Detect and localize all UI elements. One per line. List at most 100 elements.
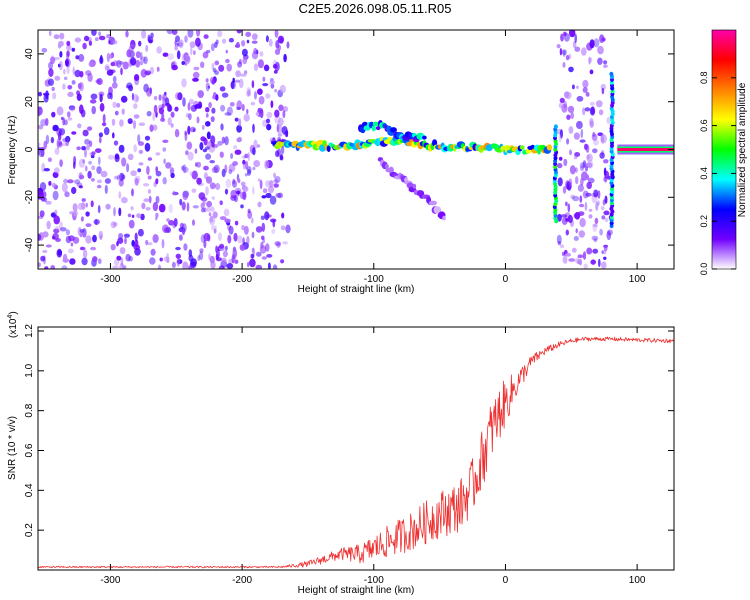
heatmap-cell [88, 140, 93, 147]
heatmap-cell [274, 109, 280, 118]
heatmap-cell [556, 162, 563, 169]
heatmap-cell [194, 148, 198, 154]
heatmap-cell [184, 131, 188, 142]
heatmap-cell [113, 140, 119, 146]
heatmap-cell [252, 147, 256, 156]
heatmap-cell [270, 83, 275, 89]
heatmap-cell [254, 91, 257, 100]
heatmap-cell [519, 145, 525, 150]
heatmap-cell [433, 206, 442, 214]
heatmap-cell [222, 250, 228, 258]
heatmap-cell [53, 56, 61, 61]
heatmap-cell [271, 228, 276, 235]
heatmap-cell [130, 57, 137, 66]
heatmap-cell [563, 101, 568, 109]
heatmap-cell [284, 130, 288, 137]
heatmap-cell [217, 30, 223, 38]
heatmap-cell [253, 139, 258, 150]
heatmap-cell [246, 109, 249, 114]
heatmap-cell [242, 190, 247, 201]
heatmap-cell [190, 258, 198, 267]
heatmap-cell [229, 102, 235, 107]
heatmap-cell [149, 124, 154, 132]
heatmap-cell [569, 165, 576, 175]
heatmap-cell [247, 208, 251, 214]
heatmap-cell [116, 255, 122, 261]
heatmap-cell [175, 35, 180, 43]
heatmap-cell [148, 36, 154, 44]
heatmap-cell [225, 58, 230, 64]
heatmap-cell [246, 87, 252, 94]
heatmap-cell [200, 197, 208, 202]
heatmap-cell [136, 213, 142, 219]
heatmap-cell [264, 160, 270, 170]
heatmap-cell [67, 117, 73, 121]
heatmap-cell [597, 200, 600, 207]
heatmap-cell [207, 85, 211, 89]
heatmap-cell [326, 145, 331, 153]
heatmap-cell [85, 165, 88, 172]
heatmap-cell [76, 182, 83, 187]
heatmap-cell [559, 48, 563, 56]
heatmap-cell [247, 151, 251, 162]
heatmap-cell [40, 148, 45, 158]
heatmap-cell [137, 228, 144, 237]
heatmap-cell [98, 156, 101, 166]
y-tick-label: 1.2 [24, 324, 35, 338]
heatmap-cell [261, 195, 267, 199]
heatmap-cell [137, 134, 141, 144]
heatmap-cell [38, 91, 42, 97]
heatmap-cell [112, 132, 115, 139]
heatmap-cell [560, 214, 568, 218]
heatmap-cell [58, 40, 64, 47]
heatmap-cell [265, 192, 272, 199]
heatmap-cell [116, 102, 121, 108]
heatmap-cell [592, 131, 596, 137]
heatmap-cell [133, 144, 137, 153]
heatmap-cell [114, 110, 119, 116]
snr-multiplier: (x104) [7, 311, 19, 338]
heatmap-cell [586, 154, 590, 160]
heatmap-cell [130, 206, 134, 211]
heatmap-cell [261, 235, 265, 240]
heatmap-cell [45, 200, 52, 205]
heatmap-cell [116, 241, 119, 247]
heatmap-cell [165, 162, 172, 169]
heatmap-cell [586, 247, 593, 255]
heatmap-cell [121, 196, 128, 204]
heatmap-cell [230, 189, 237, 199]
heatmap-cell [589, 39, 595, 49]
heatmap-cell [114, 154, 120, 163]
heatmap-cell [108, 154, 115, 160]
heatmap-cell [205, 49, 211, 54]
heatmap-cell [255, 264, 263, 269]
heatmap-cell [617, 148, 674, 151]
heatmap-cell [253, 160, 261, 168]
heatmap-cell [251, 33, 258, 40]
heatmap-cell [128, 44, 136, 49]
heatmap-cell [83, 35, 90, 42]
heatmap-cell [190, 46, 193, 56]
heatmap-cell [274, 176, 281, 183]
heatmap-cell [139, 56, 146, 63]
heatmap-cell [152, 124, 158, 131]
heatmap-cell [102, 113, 106, 124]
heatmap-cell [182, 164, 187, 174]
heatmap-cell [47, 157, 53, 162]
heatmap-cell [186, 202, 190, 212]
heatmap-cell [556, 44, 561, 49]
heatmap-cell [590, 259, 596, 265]
heatmap-cell [61, 265, 68, 269]
heatmap-cell [584, 143, 588, 150]
heatmap-cell [603, 256, 607, 260]
heatmap-cell [135, 95, 140, 102]
heatmap-cell [85, 211, 90, 217]
heatmap-cell [250, 253, 255, 259]
heatmap-cell [112, 40, 118, 45]
heatmap-cell [145, 44, 149, 53]
heatmap-cell [168, 220, 175, 226]
heatmap-cell [189, 41, 196, 49]
heatmap-cell [234, 259, 239, 264]
heatmap-cell [205, 113, 209, 118]
heatmap-ylabel: Frequency (Hz) [7, 116, 18, 185]
